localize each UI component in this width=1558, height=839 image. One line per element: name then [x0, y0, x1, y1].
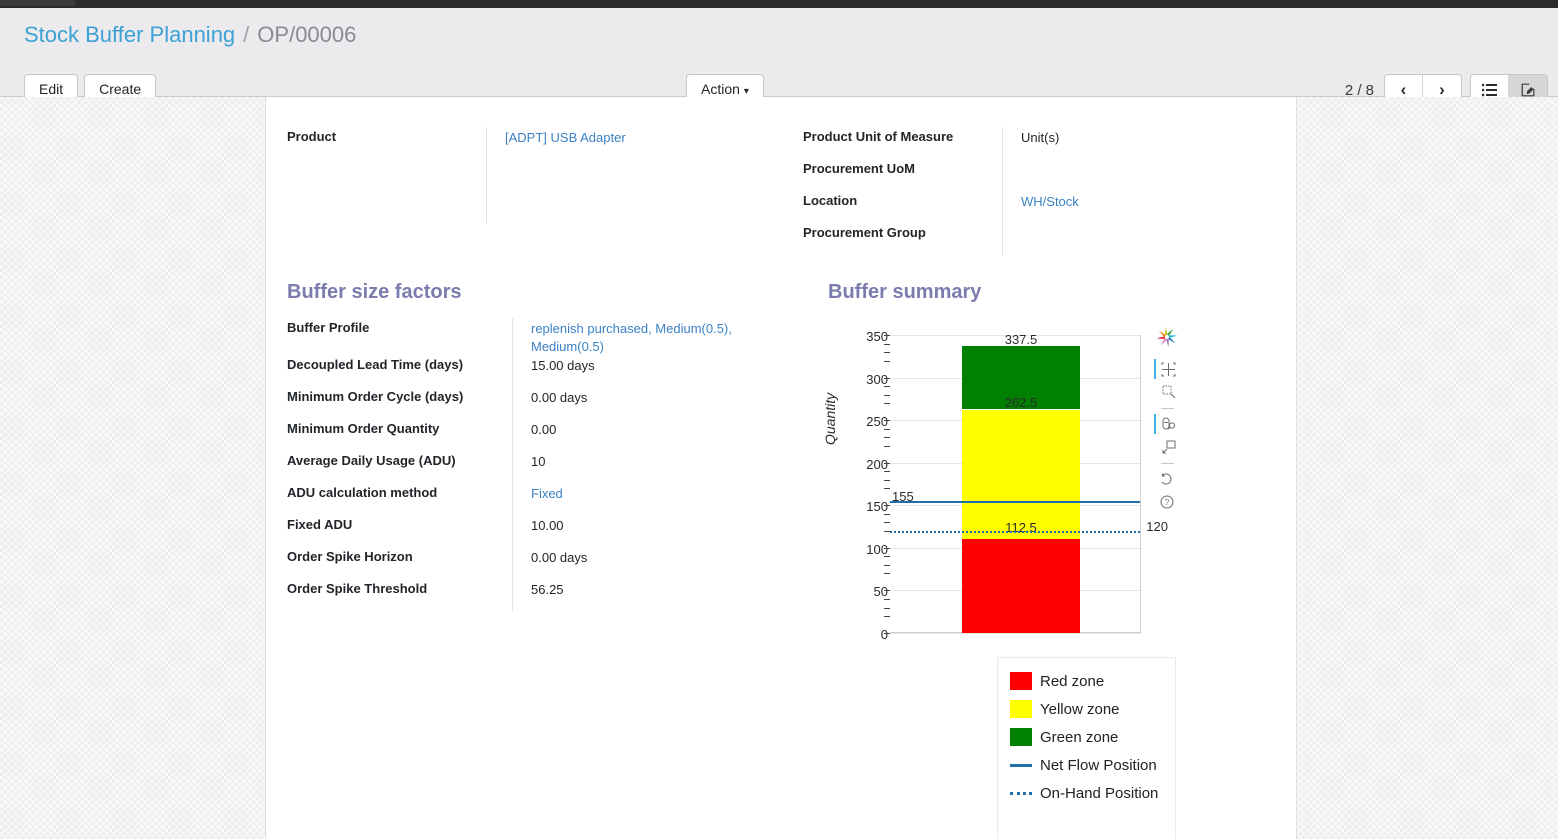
svg-text:?: ? — [1165, 498, 1170, 507]
